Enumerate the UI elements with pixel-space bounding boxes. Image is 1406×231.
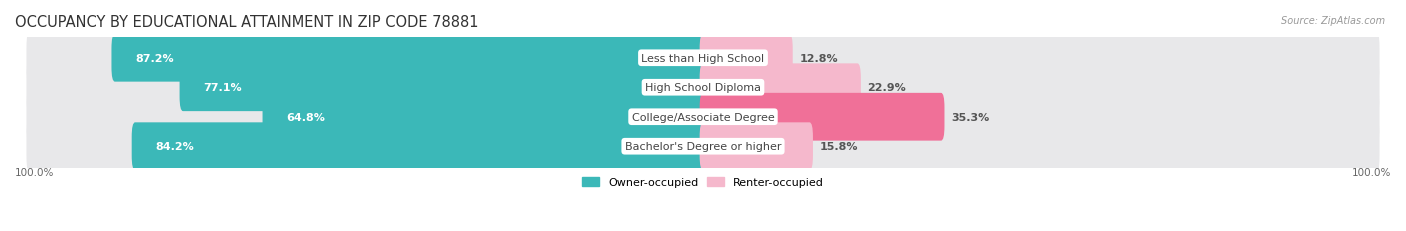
Text: OCCUPANCY BY EDUCATIONAL ATTAINMENT IN ZIP CODE 78881: OCCUPANCY BY EDUCATIONAL ATTAINMENT IN Z… [15,15,478,30]
FancyBboxPatch shape [263,94,706,141]
Text: College/Associate Degree: College/Associate Degree [631,112,775,122]
FancyBboxPatch shape [700,94,945,141]
Text: 64.8%: 64.8% [287,112,325,122]
Text: High School Diploma: High School Diploma [645,83,761,93]
FancyBboxPatch shape [700,64,860,112]
Text: 77.1%: 77.1% [204,83,242,93]
Text: 100.0%: 100.0% [1351,168,1391,178]
Text: 15.8%: 15.8% [820,142,858,152]
Text: Less than High School: Less than High School [641,54,765,64]
FancyBboxPatch shape [27,55,1379,120]
FancyBboxPatch shape [132,123,706,170]
Text: 87.2%: 87.2% [135,54,174,64]
FancyBboxPatch shape [27,85,1379,150]
FancyBboxPatch shape [700,35,793,82]
FancyBboxPatch shape [27,26,1379,91]
Text: 22.9%: 22.9% [868,83,907,93]
Text: 84.2%: 84.2% [155,142,194,152]
Text: Bachelor's Degree or higher: Bachelor's Degree or higher [624,142,782,152]
Text: 35.3%: 35.3% [952,112,990,122]
Text: 100.0%: 100.0% [15,168,55,178]
FancyBboxPatch shape [700,123,813,170]
FancyBboxPatch shape [180,64,706,112]
Legend: Owner-occupied, Renter-occupied: Owner-occupied, Renter-occupied [578,173,828,192]
FancyBboxPatch shape [111,35,706,82]
Text: Source: ZipAtlas.com: Source: ZipAtlas.com [1281,16,1385,26]
Text: 12.8%: 12.8% [800,54,838,64]
FancyBboxPatch shape [27,114,1379,179]
